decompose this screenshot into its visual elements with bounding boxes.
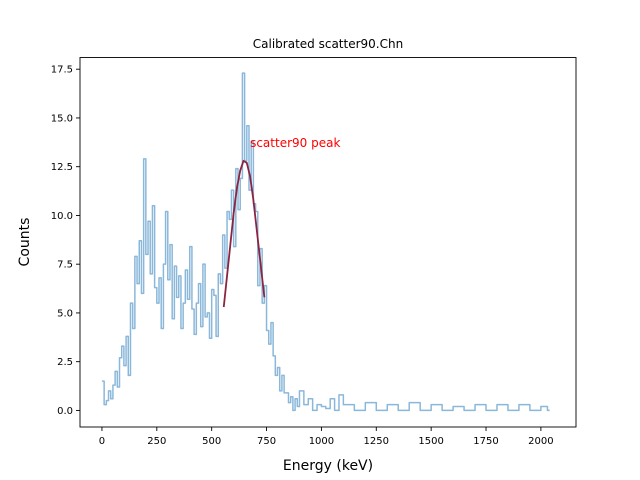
x-tick-label: 250 [147,436,166,447]
x-tick-label: 1000 [309,436,334,447]
y-tick-label: 0.0 [57,406,73,417]
chart-title: Calibrated scatter90.Chn [253,37,403,51]
x-tick-label: 2000 [528,436,553,447]
x-tick-label: 1750 [473,436,498,447]
y-tick-label: 10.0 [51,211,73,222]
y-tick-label: 5.0 [57,308,73,319]
fit-curve-line [222,159,266,308]
plot-area [101,72,550,412]
y-tick-label: 2.5 [57,357,73,368]
x-axis: 0 250 500 750 1000 1250 1500 1750 2000 [99,427,554,447]
y-tick-label: 17.5 [51,65,73,76]
plot-frame [79,57,577,428]
peak-annotation: scatter90 peak [250,136,340,150]
x-tick-label: 750 [257,436,276,447]
x-tick-label: 1250 [364,436,389,447]
x-axis-label: Energy (keV) [283,458,373,474]
y-axis: 0.0 2.5 5.0 7.5 10.0 12.5 15.0 17.5 [51,65,80,417]
x-tick-label: 500 [202,436,221,447]
y-axis-label: Counts [17,218,33,267]
y-tick-label: 7.5 [57,260,73,271]
x-tick-label: 1500 [418,436,443,447]
x-tick-label: 0 [99,436,105,447]
y-tick-label: 15.0 [51,113,73,124]
spectrum-series-line [101,72,550,412]
y-tick-label: 12.5 [51,162,73,173]
